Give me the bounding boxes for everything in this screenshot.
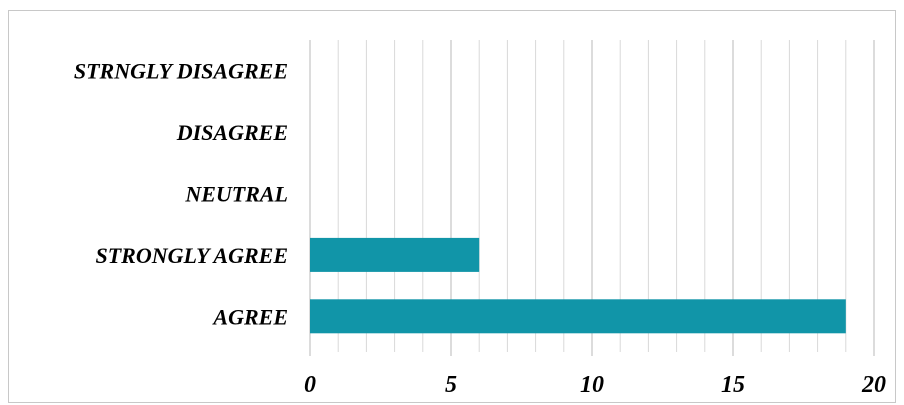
bars (310, 237, 846, 334)
x-tick-label: 5 (445, 372, 457, 398)
category-label: AGREE (211, 304, 288, 329)
category-label: DISAGREE (176, 120, 288, 145)
bar-agree (310, 299, 846, 334)
category-label: STRNGLY DISAGREE (74, 59, 288, 84)
x-tick-label: 20 (861, 372, 886, 398)
bar-strongly-agree (310, 237, 480, 272)
x-tick-label: 15 (721, 372, 745, 398)
category-label: NEUTRAL (184, 182, 288, 207)
category-labels: AGREE STRONGLY AGREE NEUTRAL DISAGREE STRNGL… (74, 59, 288, 330)
chart-frame (8, 10, 896, 403)
x-tick-label: 0 (304, 372, 316, 398)
x-tick-labels: 0 5 10 15 20 (304, 372, 886, 398)
x-tick-label: 10 (580, 372, 604, 398)
category-label: STRONGLY AGREE (95, 243, 288, 268)
